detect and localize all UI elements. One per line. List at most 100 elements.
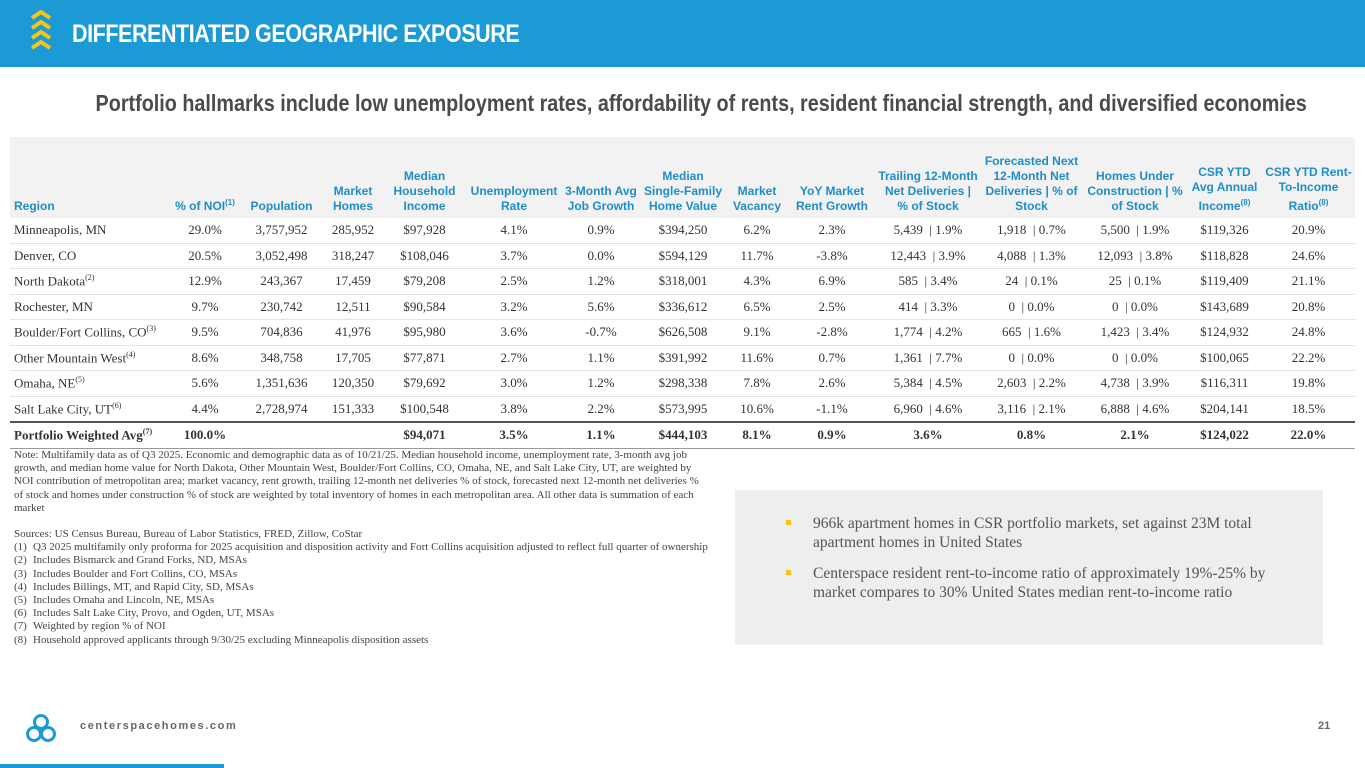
- cell: 2.5%: [466, 268, 562, 295]
- cell: 0.9%: [788, 421, 876, 449]
- column-header: 3-Month Avg Job Growth: [562, 137, 640, 218]
- cell: 230,742: [240, 294, 323, 320]
- cell: 5,500 | 1.9%: [1083, 218, 1187, 244]
- footnote: (3) Includes Boulder and Fort Collins, CO…: [14, 568, 709, 581]
- cell: 0.9%: [562, 218, 640, 244]
- cell: 22.0%: [1262, 421, 1355, 449]
- cell: 24.6%: [1262, 243, 1355, 269]
- footnote-marker: (3): [14, 567, 27, 580]
- cell: $394,250: [640, 218, 726, 244]
- region-cell: Other Mountain West(4): [10, 345, 170, 371]
- table-row: Other Mountain West(4) 8.6% 348,758 17,705 $…: [10, 345, 1355, 371]
- region-cell: Denver, CO: [10, 243, 170, 269]
- region-note: (4): [126, 349, 136, 359]
- column-header: CSR YTD Avg Annual Income(8): [1187, 137, 1262, 218]
- footnote-marker: (6): [14, 607, 27, 620]
- cell: 12,443 | 3.9%: [876, 243, 980, 269]
- column-header: % of NOI(1): [170, 137, 240, 218]
- cell: 2.5%: [788, 294, 876, 320]
- region-name: Other Mountain West: [14, 349, 127, 365]
- empty-cell: [240, 421, 323, 449]
- cell: 120,350: [323, 370, 383, 397]
- cell: 41,976: [323, 319, 383, 346]
- cell: $336,612: [640, 294, 726, 320]
- cell: 1,423 | 3.4%: [1083, 319, 1187, 346]
- cell: $97,928: [383, 218, 466, 244]
- cell: $143,689: [1187, 294, 1262, 320]
- cell: 20.9%: [1262, 218, 1355, 244]
- cell: 1,361 | 7.7%: [876, 345, 980, 371]
- cell: 2.1%: [1083, 421, 1187, 449]
- header-label: Market Vacancy: [732, 184, 782, 213]
- table-row: Omaha, NE(5) 5.6% 1,351,636 120,350 $79,692 3…: [10, 370, 1355, 397]
- header-note: (1): [225, 198, 235, 207]
- cell: 4.3%: [726, 268, 788, 295]
- column-header: Market Vacancy: [726, 137, 788, 218]
- subtitle: Portfolio hallmarks include low unemploy…: [95, 90, 1307, 116]
- footnote-text: Weighted by region % of NOI: [33, 620, 166, 633]
- footnote-text: Q3 2025 multifamily only proforma for 20…: [33, 541, 708, 554]
- cell: $100,548: [383, 396, 466, 423]
- footnote: (8) Household approved applicants through…: [14, 634, 709, 647]
- cell: 1,351,636: [240, 370, 323, 397]
- cell: $94,071: [383, 421, 466, 449]
- header-label: Homes Under Construction | % of Stock: [1087, 169, 1183, 213]
- cell: -3.8%: [788, 243, 876, 269]
- cell: 5,384 | 4.5%: [876, 370, 980, 397]
- region-cell: Boulder/Fort Collins, CO(3): [10, 319, 170, 346]
- cell: 6,960 | 4.6%: [876, 396, 980, 423]
- cell: $626,508: [640, 319, 726, 346]
- region-note: (3): [146, 324, 156, 334]
- footnote-marker: (1): [14, 541, 27, 554]
- cell: 1.2%: [562, 370, 640, 397]
- cell: 8.1%: [726, 421, 788, 449]
- cell: 3.0%: [466, 370, 562, 397]
- column-header: Median Single-Family Home Value: [640, 137, 726, 218]
- footnote-text: Includes Billings, MT, and Rapid City, S…: [33, 580, 254, 593]
- header-row: Region % of NOI(1) Population Market Homes M…: [10, 137, 1355, 218]
- logo-chevrons: [30, 10, 52, 50]
- cell: 17,705: [323, 345, 383, 371]
- cell: 9.7%: [170, 294, 240, 320]
- cell: 12,511: [323, 294, 383, 320]
- empty-cell: [323, 421, 383, 449]
- cell: 4.4%: [170, 396, 240, 423]
- cell: 7.8%: [726, 370, 788, 397]
- cell: 3.5%: [466, 421, 562, 449]
- footnote-marker: (8): [14, 633, 27, 646]
- cell: 2.3%: [788, 218, 876, 244]
- region-name: Portfolio Weighted Avg: [14, 427, 143, 443]
- cell: 24.8%: [1262, 319, 1355, 346]
- cell: 243,367: [240, 268, 323, 295]
- column-header: Homes Under Construction | % of Stock: [1083, 137, 1187, 218]
- cell: 12.9%: [170, 268, 240, 295]
- cell: 0.8%: [980, 421, 1083, 449]
- footer-bar: [0, 764, 224, 768]
- callout-box: 966k apartment homes in CSR portfolio ma…: [735, 490, 1323, 645]
- cell: $100,065: [1187, 345, 1262, 371]
- region-name: Denver, CO: [14, 247, 77, 263]
- cell: 29.0%: [170, 218, 240, 244]
- cell: 4,088 | 1.3%: [980, 243, 1083, 269]
- footnote: (7) Weighted by region % of NOI: [14, 620, 709, 633]
- header-label: % of NOI: [175, 199, 226, 213]
- cell: 151,333: [323, 396, 383, 423]
- header-label: Median Single-Family Home Value: [643, 169, 723, 213]
- cell: $298,338: [640, 370, 726, 397]
- cell: 20.8%: [1262, 294, 1355, 320]
- region-name: Minneapolis, MN: [14, 222, 107, 238]
- cell: $391,992: [640, 345, 726, 371]
- header-label: Forecasted Next 12-Month Net Deliveries …: [984, 154, 1079, 213]
- region-name: Rochester, MN: [14, 298, 93, 314]
- cell: 704,836: [240, 319, 323, 346]
- cell: $204,141: [1187, 396, 1262, 423]
- cell: 585 | 3.4%: [876, 268, 980, 295]
- cell: 9.1%: [726, 319, 788, 346]
- cell: 3.2%: [466, 294, 562, 320]
- footnote-marker: (4): [14, 580, 27, 593]
- region-note: (6): [112, 400, 122, 410]
- cell: 9.5%: [170, 319, 240, 346]
- footnote: (6) Includes Salt Lake City, Provo, and O…: [14, 607, 709, 620]
- cell: -0.7%: [562, 319, 640, 346]
- header-label: Unemployment Rate: [470, 184, 558, 213]
